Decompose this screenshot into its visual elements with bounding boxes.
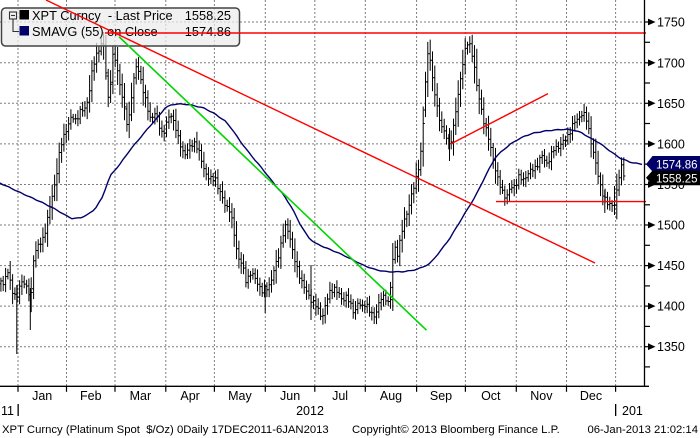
svg-text:Mar: Mar [130,389,152,403]
svg-text:Jan: Jan [32,389,52,403]
svg-text:1750: 1750 [657,16,685,30]
svg-text:1558.25: 1558.25 [185,8,231,23]
svg-text:Nov: Nov [530,389,553,403]
svg-text:Feb: Feb [80,389,102,403]
svg-text:Copyright© 2013 Bloomberg Fina: Copyright© 2013 Bloomberg Finance L.P. [352,424,560,436]
svg-text:201: 201 [622,404,643,418]
svg-text:1450: 1450 [657,259,685,273]
svg-text:Jul: Jul [332,389,348,403]
svg-text:1574.86: 1574.86 [656,160,698,172]
svg-text:Apr: Apr [180,389,199,403]
svg-text:1650: 1650 [657,97,685,111]
svg-text:Oct: Oct [481,389,501,403]
svg-text:1700: 1700 [657,56,685,70]
svg-text:1350: 1350 [657,340,685,354]
svg-text:Jun: Jun [280,389,300,403]
svg-text:06-Jan-2013 21:02:14: 06-Jan-2013 21:02:14 [587,424,698,436]
svg-text:Dec: Dec [580,389,602,403]
svg-text:Aug: Aug [380,389,402,403]
svg-text:1574.86: 1574.86 [185,24,231,39]
svg-text:XPT Curncy (Platinum Spot $/O: XPT Curncy (Platinum Spot $/Oz) 0Daily 1… [2,424,329,436]
svg-text:1400: 1400 [657,300,685,314]
svg-text:1500: 1500 [657,219,685,233]
svg-text:2012: 2012 [296,404,324,418]
svg-text:1558.25: 1558.25 [656,173,698,185]
svg-text:1600: 1600 [657,137,685,151]
svg-text:11: 11 [1,404,14,418]
svg-text:XPT Curncy - Last Price: XPT Curncy - Last Price [32,8,173,23]
svg-text:Sep: Sep [430,389,452,403]
svg-text:May: May [228,389,252,403]
svg-text:SMAVG (55) on Close: SMAVG (55) on Close [32,24,158,39]
